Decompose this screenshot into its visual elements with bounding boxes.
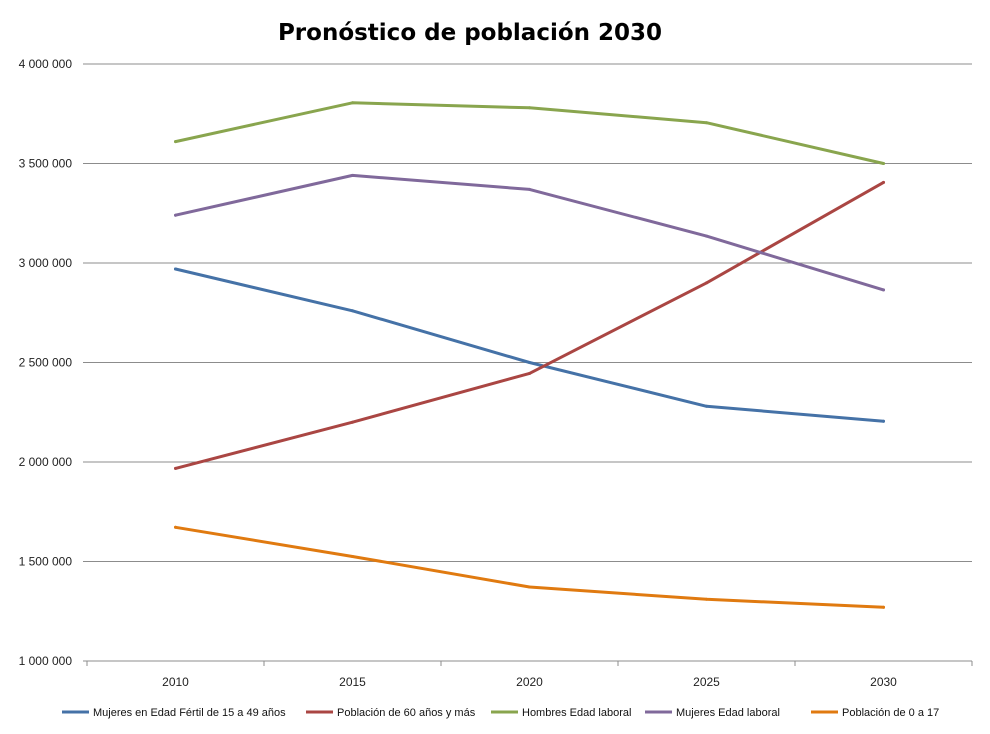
data-point [528, 371, 531, 375]
data-point [351, 309, 354, 313]
data-point [174, 140, 177, 144]
gridlines [87, 63, 972, 662]
legend-label: Población de 0 a 17 [842, 707, 939, 719]
series-line [174, 173, 885, 292]
series-lines [174, 101, 885, 609]
x-tick-label: 2010 [162, 675, 189, 689]
x-tick-label: 2020 [516, 675, 543, 689]
x-axis: 2010 2015 2020 2025 2030 [86, 660, 973, 689]
series-line [174, 267, 885, 423]
data-point [882, 162, 885, 165]
x-tick-label: 2015 [339, 675, 366, 689]
legend-label: Mujeres en Edad Fértil de 15 a 49 años [93, 707, 286, 719]
data-point [351, 420, 354, 424]
data-point [528, 361, 531, 364]
data-point [351, 555, 354, 559]
data-point [174, 213, 177, 217]
data-point [882, 180, 885, 184]
x-tick-label: 2030 [870, 675, 897, 689]
y-tick-label: 1 500 000 [19, 555, 73, 569]
y-axis: 1 000 000 1 500 000 2 000 000 2 500 000 3 00… [19, 57, 87, 668]
data-point [705, 234, 708, 238]
data-point [882, 605, 885, 609]
y-tick-label: 1 000 000 [19, 654, 73, 668]
data-point [174, 525, 177, 529]
y-tick-label: 3 500 000 [19, 157, 73, 171]
legend-label: Hombres Edad laboral [522, 707, 631, 719]
data-point [528, 106, 531, 110]
data-point [882, 419, 885, 423]
data-point [528, 187, 531, 191]
data-point [174, 267, 177, 271]
y-tick-label: 2 000 000 [19, 455, 73, 469]
data-point [882, 288, 885, 292]
data-point [705, 597, 708, 601]
series-line [174, 525, 885, 609]
x-tick-label: 2025 [693, 675, 720, 689]
data-point [705, 121, 708, 125]
data-point [705, 404, 708, 408]
data-point [528, 585, 531, 589]
chart-title: Pronóstico de población 2030 [278, 20, 662, 46]
legend: Mujeres en Edad Fértil de 15 a 49 años Po… [62, 707, 939, 719]
y-tick-label: 4 000 000 [19, 57, 73, 71]
legend-label: Mujeres Edad laboral [676, 707, 780, 719]
y-tick-label: 3 000 000 [19, 256, 73, 270]
data-point [705, 281, 708, 285]
series-line [174, 101, 885, 165]
series-line [174, 180, 885, 470]
y-tick-label: 2 500 000 [19, 356, 73, 370]
legend-label: Población de 60 años y más [337, 707, 476, 719]
data-point [351, 173, 354, 177]
data-point [174, 466, 177, 470]
data-point [351, 101, 354, 105]
